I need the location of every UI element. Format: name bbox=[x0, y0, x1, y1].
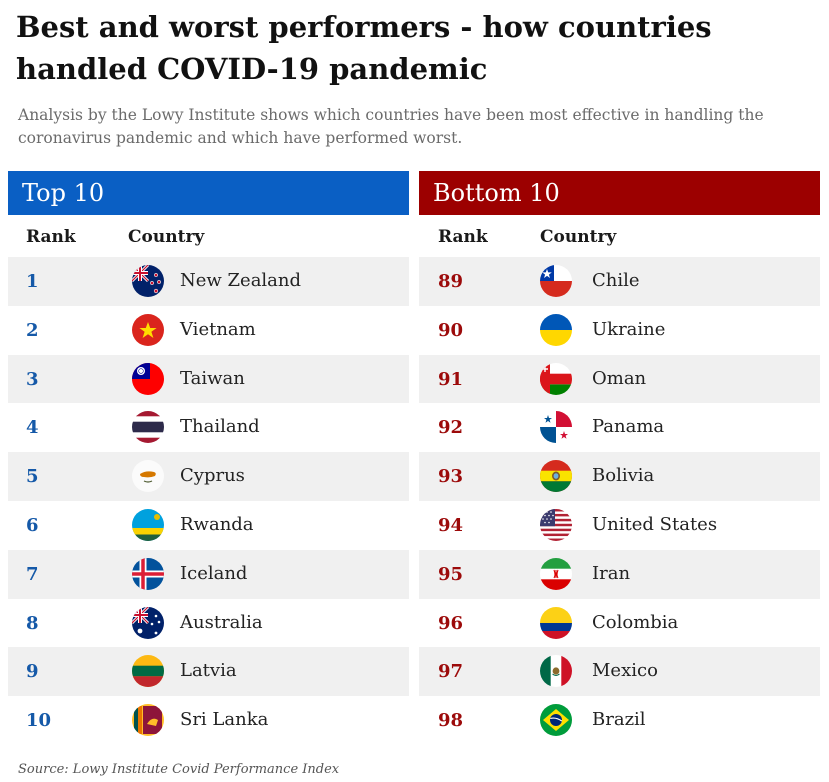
country-name: Bolivia bbox=[592, 465, 655, 487]
page-title: Best and worst performers - how countrie… bbox=[16, 10, 712, 86]
rank-value: 98 bbox=[438, 710, 464, 732]
united-states-flag-icon bbox=[540, 508, 572, 541]
country-name: Vietnam bbox=[180, 318, 256, 340]
table-row: 94 United States bbox=[419, 501, 820, 550]
table-row: 9 Latvia bbox=[8, 647, 409, 697]
country-name: Sri Lanka bbox=[180, 709, 269, 731]
country-name: Panama bbox=[592, 416, 665, 438]
brazil-flag-icon bbox=[540, 704, 572, 737]
top-10-list: 1 New Zealand 2 Vietnam 3 Taiwan 4 Thailand 5 Cyp… bbox=[8, 257, 409, 745]
rank-column-header: Rank bbox=[26, 227, 76, 247]
country-name: Iran bbox=[592, 562, 631, 584]
country-name: Australia bbox=[180, 611, 263, 633]
country-name: Ukraine bbox=[592, 318, 666, 340]
bolivia-flag-icon bbox=[540, 460, 572, 493]
rank-column-header: Rank bbox=[438, 227, 488, 247]
rank-value: 95 bbox=[438, 563, 464, 585]
vietnam-flag-icon bbox=[132, 313, 164, 346]
rank-value: 91 bbox=[438, 368, 464, 390]
table-row: 89 Chile bbox=[419, 257, 820, 306]
top-10-panel: Top 10 Rank Country 1 New Zealand 2 Vietnam… bbox=[8, 171, 409, 745]
thailand-flag-icon bbox=[132, 411, 164, 444]
table-row: 95 Iran bbox=[419, 549, 820, 599]
iran-flag-icon bbox=[540, 557, 572, 590]
rank-value: 6 bbox=[26, 514, 39, 536]
country-column-header: Country bbox=[540, 227, 617, 247]
table-row: 97 Mexico bbox=[419, 647, 820, 697]
table-row: 1 New Zealand bbox=[8, 257, 409, 306]
mexico-flag-icon bbox=[540, 655, 572, 688]
bottom-10-panel: Bottom 10 Rank Country 89 Chile 90 Ukraine 9… bbox=[419, 171, 820, 745]
rank-value: 93 bbox=[438, 466, 464, 488]
country-name: Rwanda bbox=[180, 513, 254, 535]
country-name: United States bbox=[592, 513, 718, 535]
country-name: Colombia bbox=[592, 611, 679, 633]
rank-value: 7 bbox=[26, 563, 39, 585]
country-name: Latvia bbox=[180, 660, 237, 682]
new-zealand-flag-icon bbox=[132, 265, 164, 297]
ukraine-flag-icon bbox=[540, 313, 572, 346]
page-subtitle: Analysis by the Lowy Institute shows whi… bbox=[18, 106, 764, 147]
rank-value: 94 bbox=[438, 514, 464, 536]
rank-value: 10 bbox=[26, 710, 52, 732]
latvia-flag-icon bbox=[132, 655, 164, 688]
source-note: Source: Lowy Institute Covid Performance… bbox=[18, 762, 340, 777]
country-column-header: Country bbox=[128, 227, 205, 247]
bottom-10-column-headers: Rank Country bbox=[419, 215, 820, 257]
country-name: Brazil bbox=[592, 709, 646, 731]
table-row: 8 Australia bbox=[8, 599, 409, 648]
table-row: 7 Iceland bbox=[8, 549, 409, 599]
rank-value: 92 bbox=[438, 417, 464, 439]
country-name: Chile bbox=[592, 270, 640, 291]
country-name: Mexico bbox=[592, 660, 658, 682]
top-10-column-headers: Rank Country bbox=[8, 215, 409, 257]
panama-flag-icon bbox=[540, 411, 572, 444]
table-row: 98 Brazil bbox=[419, 696, 820, 745]
rank-value: 3 bbox=[26, 368, 39, 390]
table-row: 10 Sri Lanka bbox=[8, 696, 409, 745]
chile-flag-icon bbox=[540, 265, 572, 297]
table-row: 93 Bolivia bbox=[419, 452, 820, 501]
table-row: 2 Vietnam bbox=[8, 306, 409, 355]
cyprus-flag-icon bbox=[132, 460, 164, 493]
country-name: Thailand bbox=[180, 416, 260, 438]
rwanda-flag-icon bbox=[132, 508, 164, 541]
rank-value: 2 bbox=[26, 319, 39, 341]
country-name: Oman bbox=[592, 367, 647, 389]
taiwan-flag-icon bbox=[132, 362, 164, 395]
country-name: New Zealand bbox=[180, 270, 302, 291]
table-row: 4 Thailand bbox=[8, 403, 409, 452]
table-row: 90 Ukraine bbox=[419, 306, 820, 355]
rank-value: 8 bbox=[26, 612, 39, 634]
table-row: 96 Colombia bbox=[419, 599, 820, 648]
rank-value: 9 bbox=[26, 661, 39, 683]
table-row: 91 Oman bbox=[419, 354, 820, 404]
top-10-header: Top 10 bbox=[8, 171, 409, 215]
bottom-10-header: Bottom 10 bbox=[419, 171, 820, 215]
iceland-flag-icon bbox=[132, 557, 164, 590]
rank-value: 90 bbox=[438, 319, 464, 341]
rank-value: 89 bbox=[438, 271, 464, 292]
rank-value: 1 bbox=[26, 271, 39, 292]
table-row: 5 Cyprus bbox=[8, 452, 409, 501]
rank-value: 96 bbox=[438, 612, 464, 634]
rank-value: 97 bbox=[438, 661, 464, 683]
table-row: 6 Rwanda bbox=[8, 501, 409, 550]
table-row: 92 Panama bbox=[419, 403, 820, 452]
rank-value: 5 bbox=[26, 466, 39, 488]
country-name: Taiwan bbox=[180, 367, 245, 389]
table-row: 3 Taiwan bbox=[8, 354, 409, 404]
rank-value: 4 bbox=[26, 417, 39, 439]
australia-flag-icon bbox=[132, 606, 164, 639]
colombia-flag-icon bbox=[540, 606, 572, 639]
oman-flag-icon bbox=[540, 362, 572, 395]
country-name: Iceland bbox=[180, 562, 248, 584]
sri-lanka-flag-icon bbox=[132, 704, 164, 737]
country-name: Cyprus bbox=[180, 465, 245, 487]
bottom-10-list: 89 Chile 90 Ukraine 91 Oman 92 Panama 93 Bolivia 9… bbox=[419, 257, 820, 745]
